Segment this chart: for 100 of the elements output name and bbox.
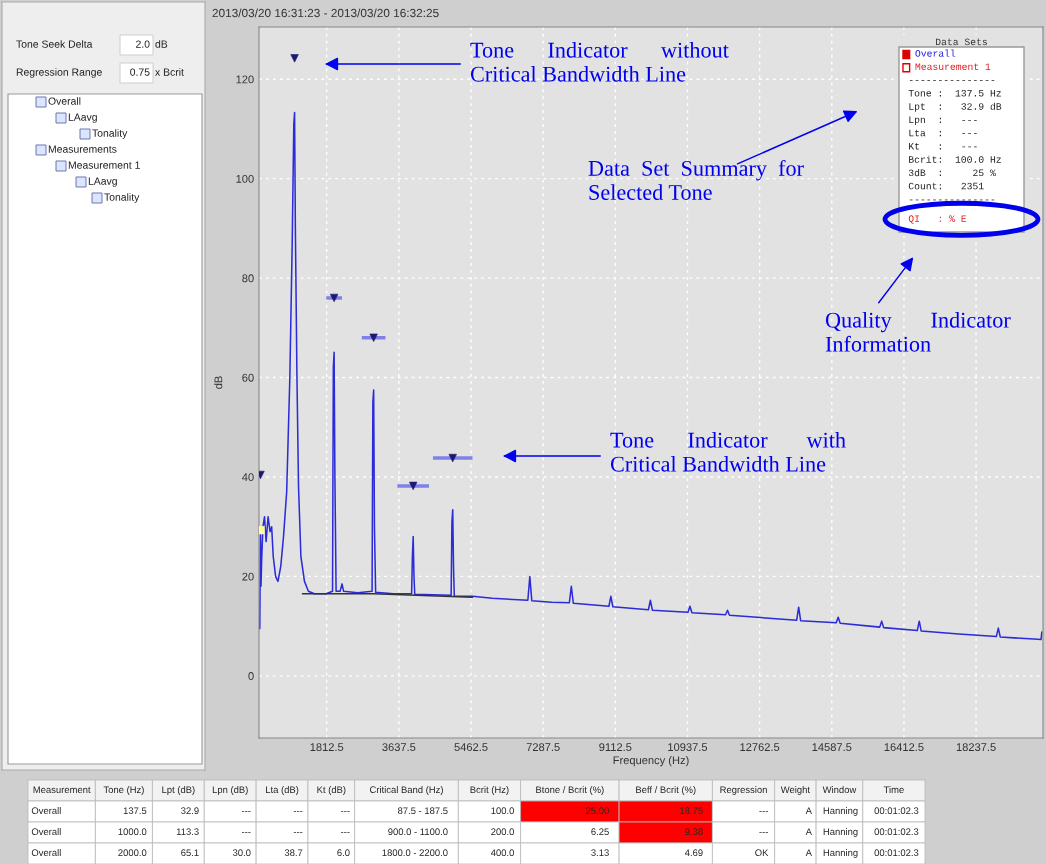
y-tick-label: 120: [236, 75, 254, 84]
text: Measurement 1: [68, 161, 140, 169]
text: 30.0: [232, 849, 251, 857]
text: 00:01:02.3: [874, 828, 919, 836]
x-tick-label: 9112.5: [599, 743, 632, 752]
annotation: Count: 2351: [908, 182, 984, 190]
text: 00:01:02.3: [874, 807, 919, 815]
annotation: Tone Indicator with Critical Bandwidth Line: [610, 432, 846, 472]
text: Overall: [31, 807, 61, 815]
text: LAavg: [88, 177, 117, 187]
text: Hanning: [823, 828, 858, 837]
annotation: Bcrit: 100.0 Hz: [909, 155, 1001, 163]
x-tick-label: 16412.5: [884, 743, 924, 752]
text: Overall: [31, 828, 61, 836]
text: Tonality: [92, 129, 128, 139]
text: Tone Seek Delta: [16, 40, 93, 48]
annotation: Lpn : ---: [909, 116, 977, 125]
x-tick-label: 5462.5: [454, 743, 488, 752]
text: dB: [155, 40, 168, 48]
y-tick-label: 0: [248, 672, 254, 680]
annotation: Lpt : 32.9 dB: [909, 102, 1002, 112]
annotation: Tone Indicator without Critical Bandwidth Line: [470, 42, 729, 82]
y-axis-title: dB: [214, 376, 223, 389]
text: 2.0: [136, 40, 150, 48]
annotation: 3dB : 25 %: [908, 168, 996, 177]
category-label: Critical Band (Hz): [369, 786, 443, 795]
text: ---: [759, 832, 768, 833]
annotation: QI : % E: [908, 215, 967, 224]
text: Overall: [48, 97, 81, 105]
y-tick-label: 100: [236, 174, 254, 183]
annotation: Tone : 137.5 Hz: [908, 89, 1001, 97]
annotation: ---------------: [909, 80, 995, 81]
text: 25.00: [586, 807, 609, 815]
x-tick-label: 12762.5: [740, 743, 780, 752]
text: Measurements: [48, 145, 117, 153]
annotation: Measurement 1: [915, 63, 991, 70]
text: 6.25: [591, 828, 609, 836]
category-label: Lpn (dB): [212, 786, 248, 795]
category-label: Lpt (dB): [162, 786, 195, 795]
text: 400.0: [490, 849, 514, 857]
text: 3.13: [591, 849, 609, 857]
text: 900.0 - 1100.0: [388, 828, 448, 836]
text: 113.3: [176, 828, 199, 836]
text: ---: [293, 832, 303, 833]
y-tick-label: 60: [242, 373, 254, 382]
text: 4.69: [684, 849, 703, 857]
text: Hanning: [823, 849, 858, 858]
text: 0.75: [130, 68, 150, 76]
annotation: Lta : ---: [909, 129, 977, 137]
x-tick-label: 1812.5: [310, 743, 344, 752]
y-tick-label: 20: [242, 572, 254, 581]
text: 2000.0: [118, 849, 147, 857]
text: A: [805, 828, 812, 835]
annotation: Overall: [915, 49, 956, 57]
text: 00:01:02.3: [874, 849, 919, 857]
category-label: Beff / Bcrit (%): [636, 786, 696, 795]
category-label: Measurement: [33, 786, 91, 794]
y-tick-label: 80: [242, 274, 254, 283]
annotation: Data Set Summary for Selected Tone: [588, 160, 804, 200]
x-tick-label: 3637.5: [382, 743, 416, 752]
text: 18.75: [680, 807, 703, 815]
x-axis-title: Frequency (Hz): [613, 756, 689, 767]
line-series: [259, 111, 1043, 641]
text: Overall: [31, 849, 61, 857]
x-tick-label: 14587.5: [812, 743, 852, 752]
x-tick-label: 10937.5: [668, 743, 708, 752]
category-label: Regression: [720, 786, 767, 795]
category-label: Window: [822, 786, 857, 794]
text: 32.9: [181, 807, 199, 815]
text: ---: [759, 811, 768, 812]
text: 38.7: [284, 849, 303, 857]
text: 65.1: [181, 849, 199, 857]
annotation: Kt : ---: [909, 143, 977, 150]
text: 9.38: [685, 828, 703, 836]
text: 1000.0: [118, 828, 147, 836]
text: OK: [755, 849, 769, 857]
text: 6.0: [337, 849, 350, 857]
text: A: [805, 807, 812, 814]
category-label: Bcrit (Hz): [470, 786, 509, 795]
annotation: Quality Indicator Information: [825, 312, 1011, 352]
category-label: Tone (Hz): [103, 786, 144, 795]
category-label: Time: [883, 786, 904, 794]
text: ---: [241, 832, 251, 833]
text: 100.0: [491, 807, 514, 815]
text: 200.0: [491, 828, 514, 836]
annotation: ---------------: [909, 199, 995, 201]
text: ---: [293, 811, 303, 812]
x-tick-label: 18237.5: [956, 743, 996, 752]
text: ---: [340, 811, 350, 812]
text: x Bcrit: [155, 68, 184, 76]
category-label: Lta (dB): [266, 786, 299, 795]
category-label: Btone / Bcrit (%): [536, 786, 604, 795]
text: ---: [340, 832, 350, 833]
text: ---: [241, 811, 251, 812]
text: 137.5: [123, 807, 147, 815]
text: A: [805, 849, 812, 856]
text: Tonality: [104, 193, 140, 203]
text: Data Sets: [936, 38, 987, 46]
text: Regression Range: [16, 68, 102, 78]
y-tick-label: 40: [242, 473, 254, 482]
